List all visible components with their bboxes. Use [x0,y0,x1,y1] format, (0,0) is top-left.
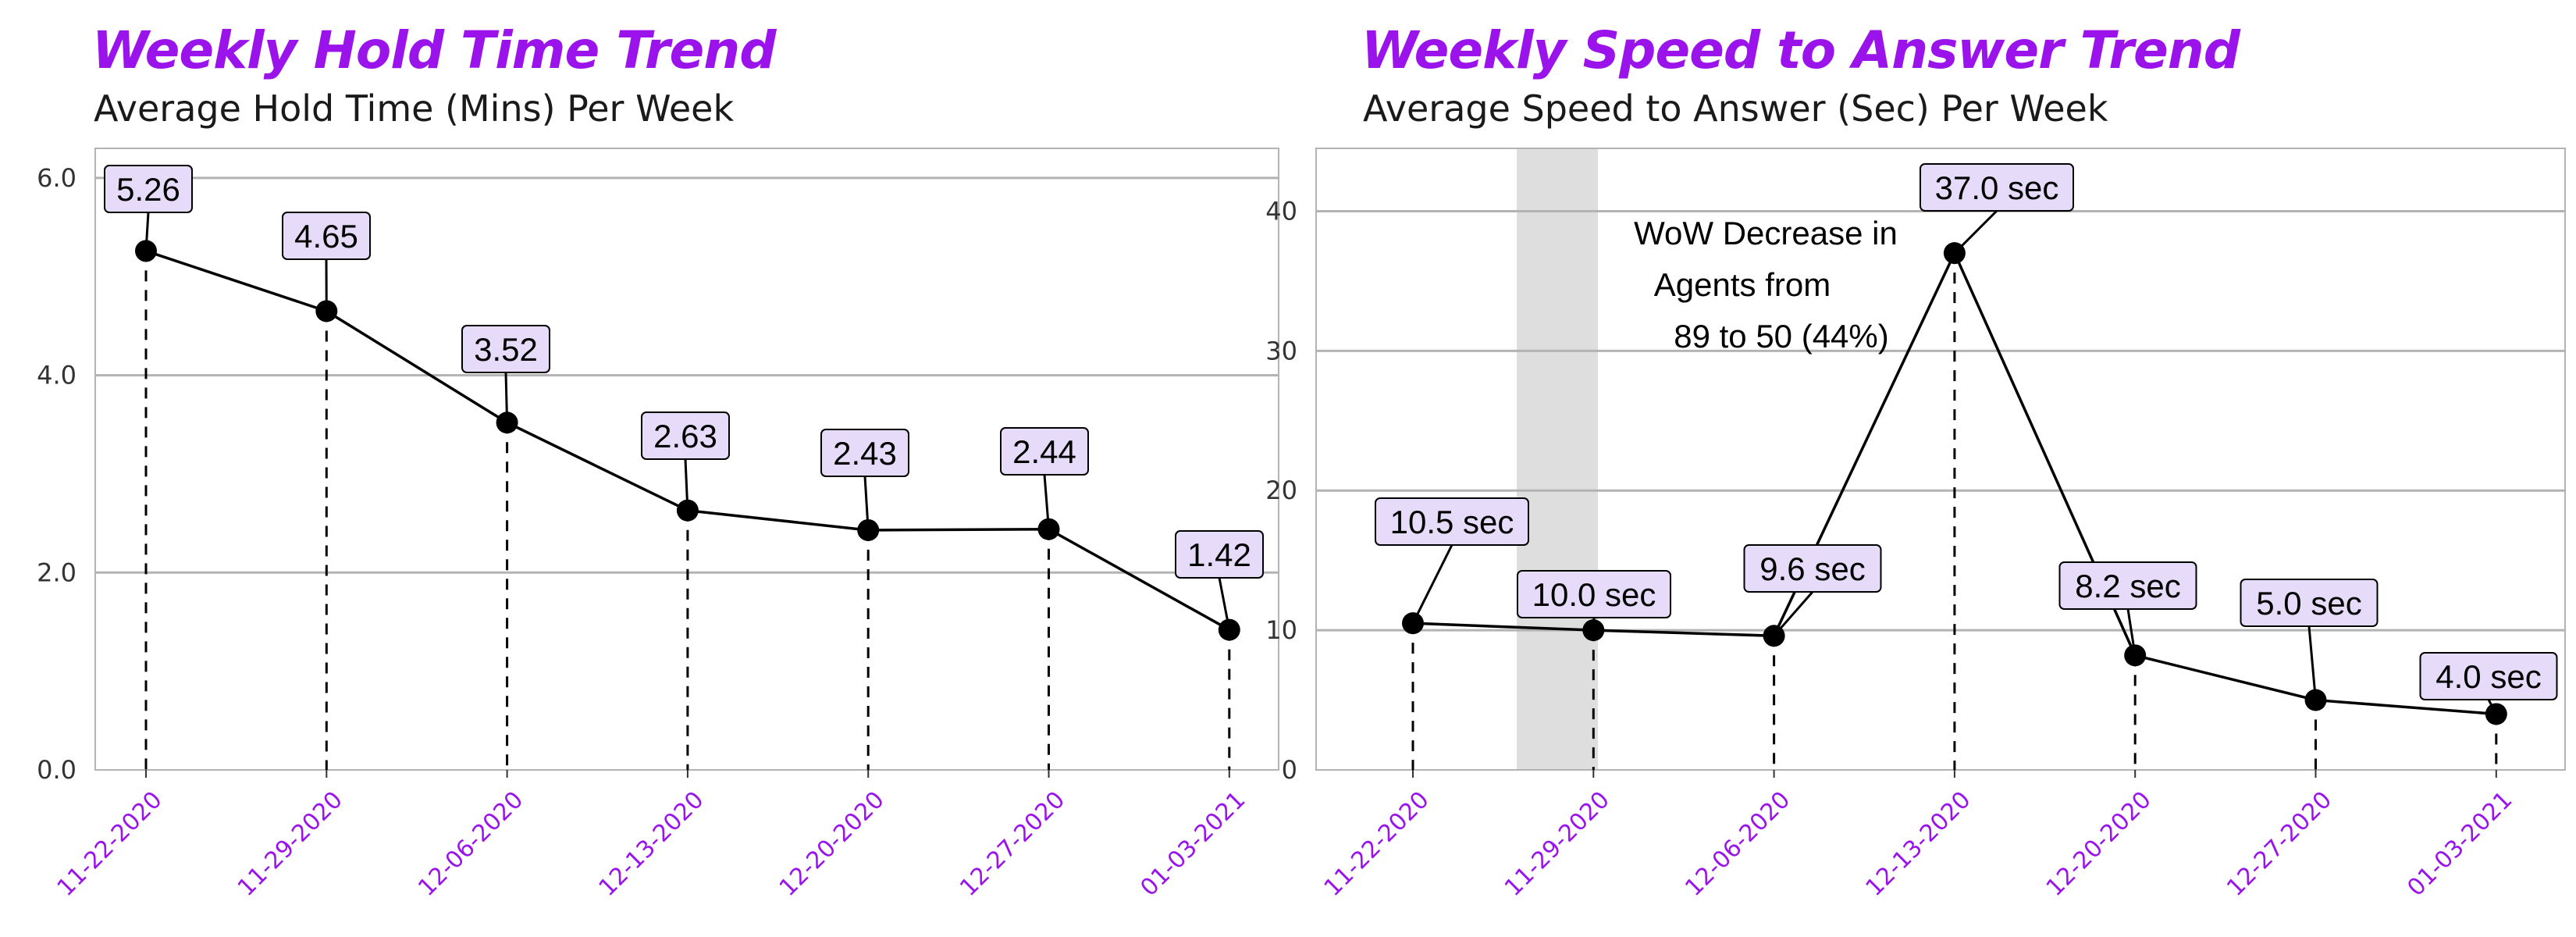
data-label: 4.0 sec [2435,658,2541,695]
x-tick-label: 12-27-2020 [955,786,1070,902]
y-tick-label: 4.0 [37,361,76,390]
annotation-text: WoW Decrease in [1634,215,1898,251]
x-tick-label: 11-22-2020 [1319,786,1435,902]
data-label-box [1000,427,1089,476]
x-tick-label: 12-27-2020 [2222,786,2337,902]
y-tick-label: 20 [1265,476,1297,505]
x-tick-label: 01-03-2021 [1135,786,1251,902]
data-point [2124,644,2147,667]
x-tick-label: 12-06-2020 [1680,786,1795,902]
data-label-box [461,325,550,373]
data-label: 1.42 [1187,536,1251,573]
annotation-text: 89 to 50 (44%) [1674,318,1889,354]
data-label-box [1743,544,1882,593]
data-label-box [1175,530,1264,579]
data-label: 5.26 [116,171,180,208]
data-point [2304,689,2327,711]
x-tick-label: 11-22-2020 [52,786,168,902]
data-label: 2.44 [1012,433,1076,470]
data-label: 3.52 [474,331,538,368]
data-label-box [104,165,193,213]
data-label-box [641,411,730,460]
data-point [1218,618,1240,641]
label-leader-line [1411,544,1453,624]
y-tick-label: 0.0 [37,755,76,785]
plot-border [1315,148,2566,771]
data-label-box [1920,163,2074,212]
data-point [2485,703,2507,725]
data-point [676,499,699,522]
chart-title: Weekly Hold Time Trend [92,20,777,80]
data-label: 10.5 sec [1390,504,1514,540]
label-leader-line [2307,625,2317,700]
annotation-text: Agents from [1654,266,1831,303]
data-point [1402,612,1424,635]
chart-title: Weekly Speed to Answer Trend [1361,20,2240,80]
chart-subtitle: Average Speed to Answer (Sec) Per Week [1363,87,2108,130]
data-label: 2.43 [833,435,897,472]
y-tick-label: 2.0 [37,558,76,587]
data-label: 10.0 sec [1532,576,1656,613]
data-label-box [820,429,909,477]
speed-to-answer-chart: 0 10 20 30 40 11-22-2020 11-29-2020 12-06-2020 1… [1265,148,2566,902]
data-point [315,300,338,322]
data-point [857,518,880,541]
chart-subtitle: Average Hold Time (Mins) Per Week [94,87,735,130]
data-label-box [282,212,371,260]
data-point [135,240,157,262]
data-label: 2.63 [653,418,717,454]
highlight-band [1517,148,1598,770]
y-tick-label: 10 [1265,615,1297,645]
data-label-box [2240,579,2379,627]
data-label-box [1517,570,1671,618]
x-tick-label: 01-03-2021 [2402,786,2517,902]
x-tick-label: 11-29-2020 [1500,786,1615,902]
y-tick-label: 40 [1265,196,1297,226]
data-point [1763,625,1785,647]
data-label: 9.6 sec [1759,550,1865,587]
data-label-box [2419,652,2558,700]
x-tick-label: 12-13-2020 [1861,786,1976,902]
data-label: 5.0 sec [2256,585,2361,622]
x-tick-label: 12-20-2020 [774,786,890,902]
data-point [1582,619,1605,642]
x-tick-label: 12-06-2020 [413,786,528,902]
data-label: 8.2 sec [2075,568,2180,604]
data-point [1943,242,1966,265]
y-tick-label: 6.0 [37,163,76,193]
data-label-box [1375,497,1529,546]
data-label-box [2058,561,2197,610]
data-label: 37.0 sec [1935,169,2059,206]
data-point [1037,518,1060,540]
hold-time-chart: 0.0 2.0 4.0 6.0 11-22-2020 11-29-2020 12-06-20… [37,148,1279,902]
y-tick-label: 0 [1282,755,1297,785]
x-tick-label: 11-29-2020 [233,786,348,902]
data-label: 4.65 [294,218,358,255]
data-point [496,411,518,434]
x-tick-label: 12-13-2020 [594,786,710,902]
y-tick-label: 30 [1265,336,1297,365]
x-tick-label: 12-20-2020 [2041,786,2157,902]
